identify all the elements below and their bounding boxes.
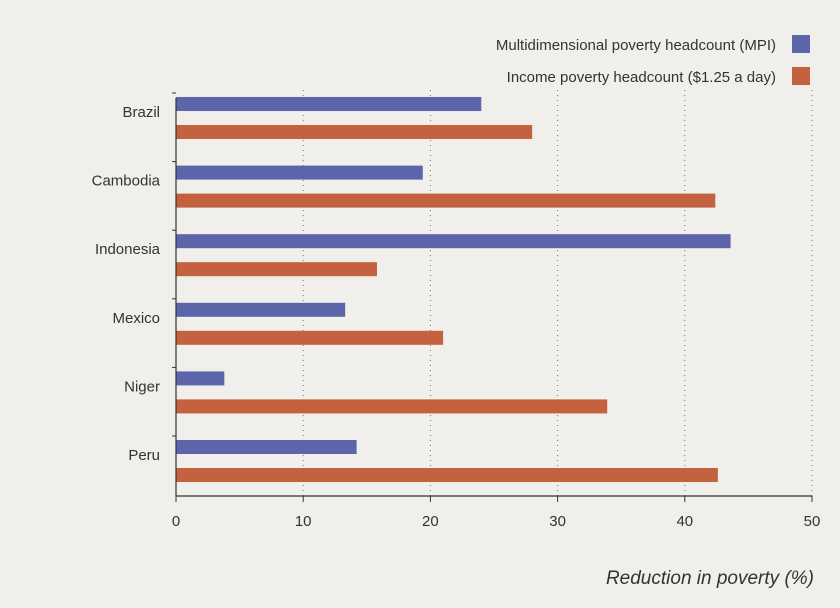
x-tick-label-50: 50 [804,513,821,530]
bar-mexico-series-1 [176,302,346,317]
bar-brazil-series-1 [176,97,482,111]
x-tick-label-10: 10 [295,513,312,530]
legend-label-series-1: Multidimensional poverty headcount (MPI) [496,37,776,54]
category-label-niger: Niger [124,378,160,395]
x-tick-label-30: 30 [549,513,566,530]
x-tick-label-40: 40 [676,513,693,530]
x-axis-title: Reduction in poverty (%) [606,568,814,589]
category-label-cambodia: Cambodia [92,173,161,190]
bar-niger-series-1 [176,371,225,386]
bar-brazil-series-2 [176,125,533,139]
bar-peru-series-1 [176,440,357,454]
bar-mexico-series-2 [176,330,444,345]
bar-niger-series-2 [176,399,608,414]
category-label-mexico: Mexico [112,310,160,327]
x-tick-label-0: 0 [172,513,180,530]
legend-swatch-series-1 [792,35,810,53]
legend-label-series-2: Income poverty headcount ($1.25 a day) [507,69,776,86]
bar-cambodia-series-1 [176,165,423,180]
category-label-indonesia: Indonesia [95,241,161,258]
category-label-peru: Peru [128,447,160,464]
bar-indonesia-series-1 [176,234,731,249]
bar-indonesia-series-2 [176,262,377,277]
bar-cambodia-series-2 [176,193,716,208]
legend-swatch-series-2 [792,67,810,85]
bar-peru-series-2 [176,468,718,482]
category-label-brazil: Brazil [122,104,160,121]
x-tick-label-20: 20 [422,513,439,530]
